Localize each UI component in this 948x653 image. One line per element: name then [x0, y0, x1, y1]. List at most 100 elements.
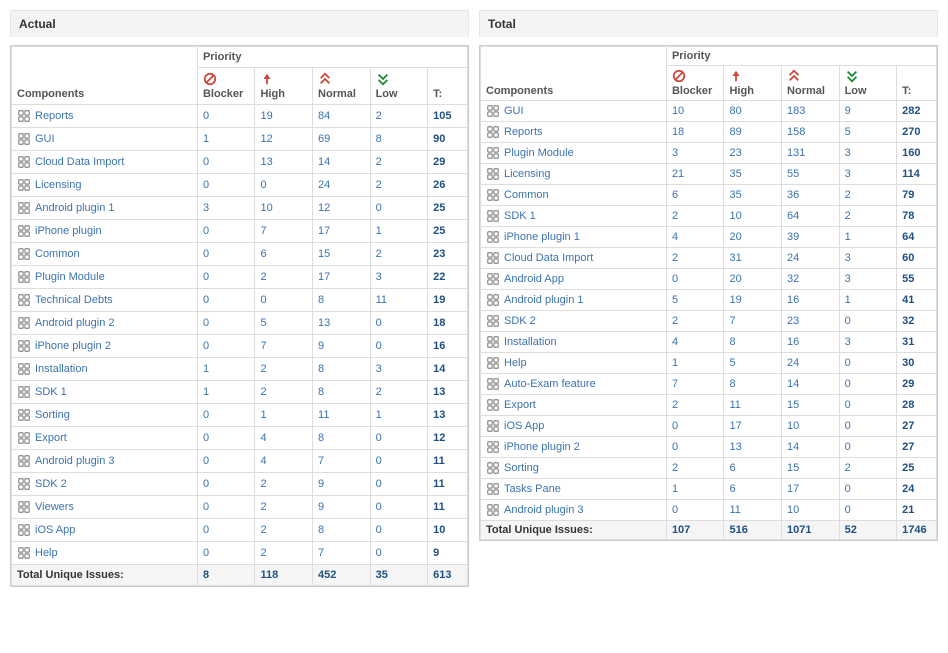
- component-cell[interactable]: SDK 2: [12, 473, 198, 496]
- value-cell[interactable]: 0: [197, 243, 255, 266]
- value-cell[interactable]: 0: [197, 542, 255, 565]
- component-name[interactable]: Cloud Data Import: [504, 252, 593, 264]
- value-cell[interactable]: 24: [782, 248, 840, 269]
- value-cell[interactable]: 16: [782, 332, 840, 353]
- value-cell[interactable]: 0: [839, 374, 897, 395]
- component-cell[interactable]: iOS App: [481, 416, 667, 437]
- component-cell[interactable]: Android plugin 1: [481, 290, 667, 311]
- component-name[interactable]: iOS App: [504, 420, 544, 432]
- component-name[interactable]: iOS App: [35, 524, 75, 536]
- component-name[interactable]: Cloud Data Import: [35, 156, 124, 168]
- value-cell[interactable]: 13: [313, 312, 371, 335]
- component-cell[interactable]: Licensing: [481, 164, 667, 185]
- value-cell[interactable]: 2: [255, 266, 313, 289]
- component-cell[interactable]: Sorting: [12, 404, 198, 427]
- component-name[interactable]: Export: [35, 432, 67, 444]
- value-cell[interactable]: 0: [255, 174, 313, 197]
- value-cell[interactable]: 0: [370, 197, 428, 220]
- row-total-cell[interactable]: 26: [428, 174, 468, 197]
- row-total-cell[interactable]: 90: [428, 128, 468, 151]
- value-cell[interactable]: 31: [724, 248, 782, 269]
- row-total-cell[interactable]: 10: [428, 519, 468, 542]
- component-cell[interactable]: Common: [481, 185, 667, 206]
- component-cell[interactable]: Android plugin 1: [12, 197, 198, 220]
- component-name[interactable]: Licensing: [504, 168, 550, 180]
- totals-cell[interactable]: 516: [724, 521, 782, 540]
- value-cell[interactable]: 84: [313, 105, 371, 128]
- value-cell[interactable]: 5: [255, 312, 313, 335]
- row-total-cell[interactable]: 9: [428, 542, 468, 565]
- value-cell[interactable]: 0: [839, 395, 897, 416]
- value-cell[interactable]: 17: [724, 416, 782, 437]
- value-cell[interactable]: 17: [313, 220, 371, 243]
- value-cell[interactable]: 3: [197, 197, 255, 220]
- value-cell[interactable]: 2: [370, 151, 428, 174]
- totals-grand-cell[interactable]: 1746: [897, 521, 937, 540]
- component-name[interactable]: Android plugin 2: [35, 317, 115, 329]
- row-total-cell[interactable]: 78: [897, 206, 937, 227]
- value-cell[interactable]: 0: [197, 427, 255, 450]
- component-name[interactable]: Android App: [504, 273, 564, 285]
- value-cell[interactable]: 1: [666, 479, 724, 500]
- col-normal[interactable]: Normal: [313, 68, 371, 105]
- value-cell[interactable]: 13: [255, 151, 313, 174]
- value-cell[interactable]: 0: [370, 312, 428, 335]
- value-cell[interactable]: 7: [724, 311, 782, 332]
- value-cell[interactable]: 1: [255, 404, 313, 427]
- totals-cell[interactable]: 118: [255, 565, 313, 586]
- value-cell[interactable]: 13: [724, 437, 782, 458]
- component-name[interactable]: iPhone plugin: [35, 225, 102, 237]
- value-cell[interactable]: 2: [255, 496, 313, 519]
- value-cell[interactable]: 0: [839, 479, 897, 500]
- value-cell[interactable]: 1: [197, 381, 255, 404]
- value-cell[interactable]: 1: [197, 358, 255, 381]
- value-cell[interactable]: 2: [839, 458, 897, 479]
- value-cell[interactable]: 35: [724, 164, 782, 185]
- component-cell[interactable]: Auto-Exam feature: [481, 374, 667, 395]
- component-cell[interactable]: Android plugin 2: [12, 312, 198, 335]
- component-cell[interactable]: GUI: [12, 128, 198, 151]
- col-total[interactable]: T:: [428, 68, 468, 105]
- col-blocker[interactable]: Blocker: [197, 68, 255, 105]
- value-cell[interactable]: 3: [839, 143, 897, 164]
- row-total-cell[interactable]: 32: [897, 311, 937, 332]
- row-total-cell[interactable]: 27: [897, 416, 937, 437]
- value-cell[interactable]: 9: [313, 473, 371, 496]
- value-cell[interactable]: 183: [782, 101, 840, 122]
- value-cell[interactable]: 3: [839, 269, 897, 290]
- value-cell[interactable]: 0: [197, 266, 255, 289]
- component-cell[interactable]: Plugin Module: [481, 143, 667, 164]
- component-name[interactable]: SDK 1: [504, 210, 536, 222]
- value-cell[interactable]: 1: [839, 227, 897, 248]
- component-cell[interactable]: iPhone plugin: [12, 220, 198, 243]
- component-cell[interactable]: SDK 1: [12, 381, 198, 404]
- value-cell[interactable]: 1: [370, 404, 428, 427]
- component-cell[interactable]: Android App: [481, 269, 667, 290]
- value-cell[interactable]: 36: [782, 185, 840, 206]
- col-high[interactable]: High: [255, 68, 313, 105]
- value-cell[interactable]: 2: [370, 381, 428, 404]
- component-name[interactable]: Android plugin 1: [504, 294, 584, 306]
- value-cell[interactable]: 0: [370, 450, 428, 473]
- row-total-cell[interactable]: 12: [428, 427, 468, 450]
- value-cell[interactable]: 3: [370, 266, 428, 289]
- value-cell[interactable]: 7: [313, 542, 371, 565]
- component-cell[interactable]: Installation: [481, 332, 667, 353]
- value-cell[interactable]: 19: [255, 105, 313, 128]
- totals-cell[interactable]: 107: [666, 521, 724, 540]
- col-high[interactable]: High: [724, 66, 782, 101]
- component-name[interactable]: SDK 1: [35, 386, 67, 398]
- value-cell[interactable]: 2: [370, 174, 428, 197]
- component-name[interactable]: Android plugin 3: [35, 455, 115, 467]
- row-total-cell[interactable]: 55: [897, 269, 937, 290]
- row-total-cell[interactable]: 28: [897, 395, 937, 416]
- row-total-cell[interactable]: 60: [897, 248, 937, 269]
- row-total-cell[interactable]: 21: [897, 500, 937, 521]
- value-cell[interactable]: 21: [666, 164, 724, 185]
- row-total-cell[interactable]: 25: [897, 458, 937, 479]
- component-name[interactable]: GUI: [35, 133, 55, 145]
- value-cell[interactable]: 0: [197, 151, 255, 174]
- component-cell[interactable]: Licensing: [12, 174, 198, 197]
- component-cell[interactable]: iOS App: [12, 519, 198, 542]
- component-cell[interactable]: Plugin Module: [12, 266, 198, 289]
